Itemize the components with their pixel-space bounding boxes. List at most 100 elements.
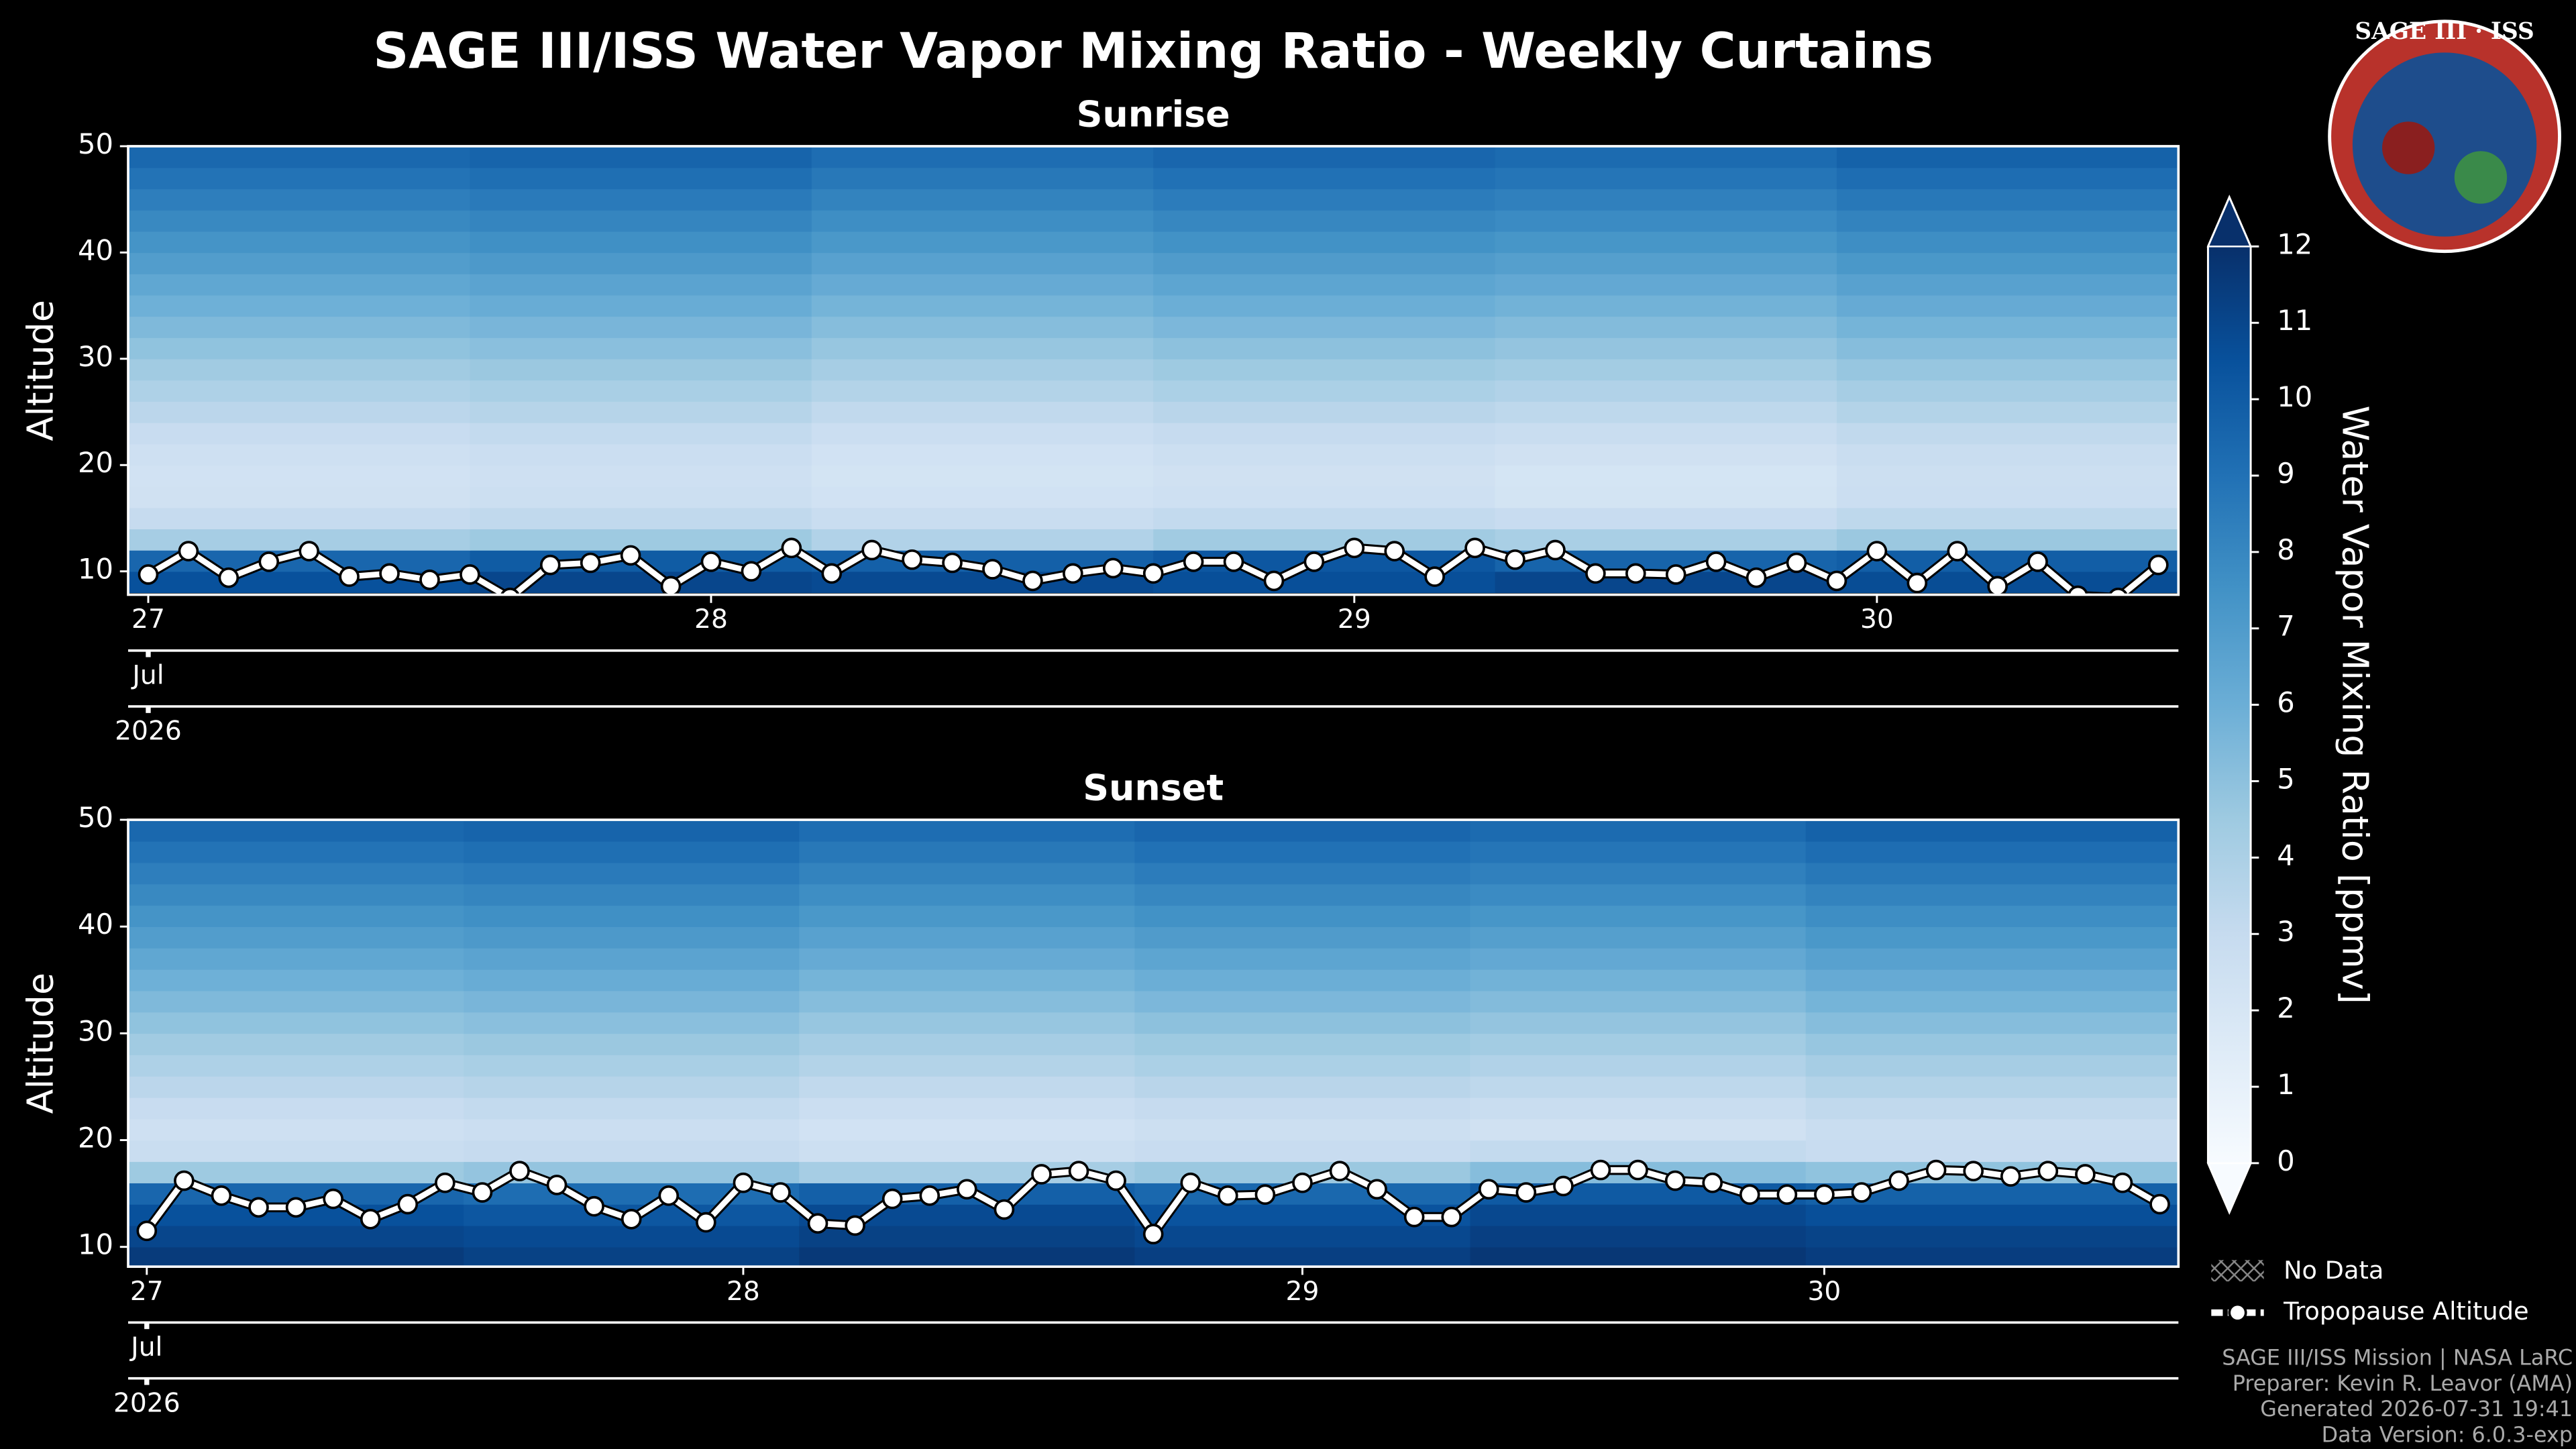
heatmap-cell: [1805, 1097, 2179, 1120]
logo-earth: [2454, 151, 2508, 204]
heatmap-cell: [799, 1118, 1136, 1141]
heatmap-cell: [1836, 443, 2179, 466]
tropopause-point: [1384, 541, 1405, 561]
heatmap-cell: [1470, 1140, 1807, 1163]
logo-text: SAGE III · ISS: [2355, 18, 2534, 45]
tropopause-point: [1031, 1164, 1052, 1185]
heatmap-cell: [1153, 252, 1496, 274]
heatmap-cell: [1495, 274, 1837, 296]
heatmap-cell: [1470, 1097, 1807, 1120]
heatmap-cell: [1134, 948, 1471, 970]
tropopause-point: [1963, 1161, 1984, 1182]
panel-title: Sunrise: [1077, 93, 1230, 136]
heatmap-cell: [1470, 1118, 1807, 1141]
tropopause-point: [1665, 564, 1686, 585]
heatmap-cell: [1134, 926, 1471, 949]
heatmap-cell: [1495, 294, 1837, 317]
heatmap-cell: [470, 146, 812, 168]
footer-line: Generated 2026-07-31 19:41: [2260, 1396, 2573, 1421]
heatmap-cell: [1495, 337, 1837, 360]
heatmap-cell: [811, 210, 1154, 232]
heatmap-cell: [128, 862, 464, 885]
tropopause-point: [881, 1188, 903, 1210]
heatmap-cell: [1470, 948, 1807, 970]
tropopause-point: [546, 1175, 568, 1195]
heatmap-cell: [1805, 990, 2179, 1013]
heatmap-cell: [1134, 1118, 1471, 1141]
heatmap-cell: [1836, 422, 2179, 445]
heatmap-cell: [1495, 465, 1837, 487]
tropopause-point: [994, 1199, 1015, 1220]
colorbar-tick-label: 1: [2277, 1068, 2294, 1101]
y-tick-label: 20: [78, 1122, 113, 1155]
x-tick-label: 29: [1338, 604, 1371, 635]
heatmap-cell: [1836, 529, 2179, 551]
heatmap-cell: [811, 252, 1154, 274]
heatmap-cell: [1836, 146, 2179, 168]
tropopause-point: [919, 1185, 941, 1206]
heatmap-cell: [470, 316, 812, 338]
heatmap-cell: [1836, 486, 2179, 508]
heatmap-cell: [470, 465, 812, 487]
heatmap-cell: [128, 189, 471, 211]
heatmap-cell: [1134, 990, 1471, 1013]
heatmap-cell: [1836, 465, 2179, 487]
tropopause-point: [419, 570, 440, 590]
heatmap-cell: [1805, 1140, 2179, 1163]
heatmap-cell: [1153, 274, 1496, 296]
tropopause-point: [1063, 563, 1083, 584]
heatmap-cell: [811, 231, 1154, 254]
tropopause-point: [1987, 576, 2008, 595]
tropopause-point: [942, 552, 963, 574]
heatmap-cell: [1836, 380, 2179, 402]
heatmap-cell: [470, 274, 812, 296]
footer-line: SAGE III/ISS Mission | NASA LaRC: [2222, 1344, 2573, 1370]
heatmap-cell: [799, 990, 1136, 1013]
heatmap-cell: [464, 820, 800, 842]
heatmap-cell: [799, 969, 1136, 991]
tropopause-point: [1424, 566, 1445, 587]
colorbar-tick-label: 10: [2277, 380, 2312, 413]
tropopause-point: [620, 545, 641, 566]
heatmap-cell: [1836, 401, 2179, 423]
tropopause-point: [1142, 563, 1164, 584]
colorbar-tick-label: 5: [2277, 762, 2294, 795]
heatmap-cell: [1153, 316, 1496, 338]
tropopause-point: [1590, 1159, 1611, 1181]
tropopause-point: [1746, 567, 1767, 588]
tropopause-point: [1664, 1170, 1686, 1191]
tropopause-point: [1888, 1170, 1909, 1191]
logo-center: [2352, 52, 2537, 237]
heatmap-cell: [128, 905, 464, 927]
heatmap-cell: [1805, 1118, 2179, 1141]
heatmap-cell: [811, 274, 1154, 296]
heatmap-cell: [1495, 167, 1837, 190]
heatmap-cell: [1153, 401, 1496, 423]
tropopause-point: [218, 567, 239, 588]
tropopause-point: [1545, 539, 1566, 561]
y-axis-label: Altitude: [19, 973, 61, 1114]
colorbar-tick-label: 4: [2277, 839, 2294, 871]
heatmap-cell: [799, 1055, 1136, 1077]
heatmap-cell: [1836, 167, 2179, 190]
heatmap-cell: [1153, 146, 1496, 168]
colorbar-tick-label: 3: [2277, 915, 2294, 948]
heatmap-cell: [128, 926, 464, 949]
colorbar-tick-label: 9: [2277, 457, 2294, 490]
heatmap-cell: [464, 841, 800, 863]
heatmap-cell: [128, 380, 471, 402]
heatmap-cell: [464, 1055, 800, 1077]
x-tick-label: 30: [1860, 604, 1894, 635]
heatmap-cell: [128, 486, 471, 508]
heatmap-cell: [470, 507, 812, 530]
colorbar-extend-top: [2206, 195, 2252, 248]
heatmap-cell: [464, 905, 800, 927]
colorbar-tick-label: 11: [2277, 304, 2312, 337]
heatmap-cell: [128, 1097, 464, 1120]
heatmap-cell: [464, 969, 800, 991]
tropopause-point: [435, 1172, 455, 1193]
tropopause-point: [807, 1213, 828, 1234]
heatmap-cell: [1495, 401, 1837, 423]
heatmap-cell: [1470, 969, 1807, 991]
heatmap-cell: [128, 337, 471, 360]
